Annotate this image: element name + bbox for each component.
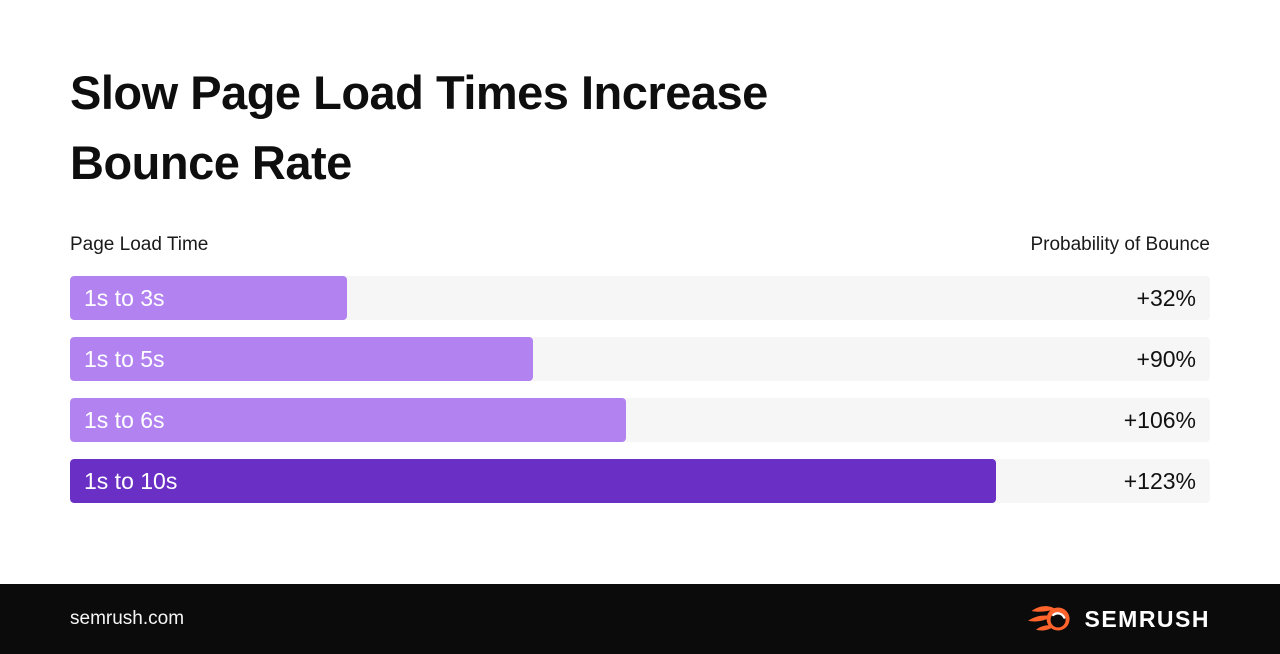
bar-row: 1s to 10s +123%: [70, 459, 1210, 503]
bar-value: +32%: [1136, 285, 1196, 311]
bar-fill: 1s to 10s: [70, 459, 996, 503]
bar-track: 1s to 10s +123%: [70, 459, 1210, 503]
title-line-2: Bounce Rate: [70, 136, 352, 189]
bar-label: 1s to 6s: [84, 406, 165, 433]
bar-value: +123%: [1123, 468, 1196, 494]
bar-track: 1s to 6s +106%: [70, 398, 1210, 442]
page-title: Slow Page Load Times Increase Bounce Rat…: [70, 0, 1210, 198]
footer-site-text: semrush.com: [70, 608, 185, 629]
semrush-flame-icon: [1028, 603, 1074, 635]
semrush-wordmark: SEMRUSH: [1084, 605, 1210, 632]
bar-label: 1s to 5s: [84, 345, 165, 372]
bar-track: 1s to 3s +32%: [70, 276, 1210, 320]
bar-fill: 1s to 6s: [70, 398, 627, 442]
bar-fill: 1s to 5s: [70, 337, 533, 381]
semrush-logo: SEMRUSH: [1028, 603, 1210, 635]
title-line-1: Slow Page Load Times Increase: [70, 66, 768, 119]
chart-header: Page Load Time Probability of Bounce: [70, 234, 1210, 256]
bar-label: 1s to 3s: [84, 284, 165, 311]
bar-row: 1s to 6s +106%: [70, 398, 1210, 442]
axis-label-page-load-time: Page Load Time: [70, 234, 209, 255]
bar-track: 1s to 5s +90%: [70, 337, 1210, 381]
bar-value: +106%: [1123, 407, 1196, 433]
bar-fill: 1s to 3s: [70, 276, 348, 320]
footer: semrush.com SEMRUSH: [0, 584, 1280, 654]
bar-value: +90%: [1136, 346, 1196, 372]
bar-label: 1s to 10s: [84, 467, 178, 494]
axis-label-probability-of-bounce: Probability of Bounce: [1030, 234, 1210, 255]
bar-rows: 1s to 3s +32% 1s to 5s +90%: [70, 276, 1210, 503]
bounce-rate-bar-chart: Page Load Time Probability of Bounce 1s …: [70, 234, 1210, 503]
bar-row: 1s to 3s +32%: [70, 276, 1210, 320]
bar-row: 1s to 5s +90%: [70, 337, 1210, 381]
